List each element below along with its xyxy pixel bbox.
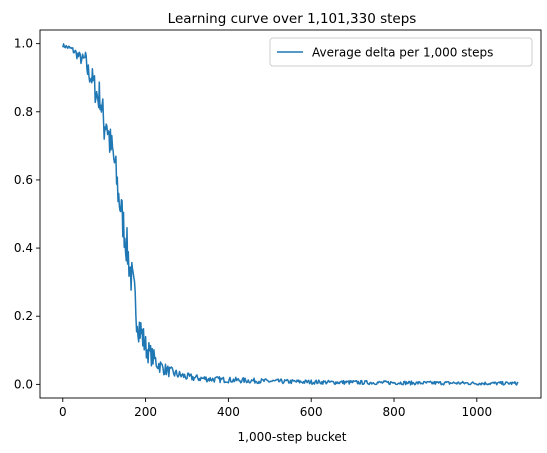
- x-axis-label: 1,000-step bucket: [238, 430, 347, 444]
- chart-title: Learning curve over 1,101,330 steps: [168, 11, 417, 27]
- legend-box: [269, 37, 533, 67]
- axes: 0 200 400 600 800 1000 0.0 0.2 0.4 0.6 0.8 1.0: [14, 29, 542, 419]
- y-tick-label: 0.2: [14, 309, 33, 323]
- y-tick-label: 0.4: [14, 241, 33, 255]
- x-tick-label: 800: [383, 405, 406, 419]
- legend-series-label: Average delta per 1,000 steps: [312, 46, 493, 60]
- legend: Average delta per 1,000 steps: [269, 37, 533, 67]
- plot-area: [62, 43, 519, 386]
- series-line-0: [62, 43, 519, 386]
- y-tick-label: 1.0: [14, 37, 33, 51]
- x-tick-label: 400: [217, 405, 240, 419]
- x-tick-label: 600: [300, 405, 323, 419]
- x-tick-label: 0: [59, 405, 67, 419]
- x-tick-label: 1000: [462, 405, 493, 419]
- axes-frame: [39, 29, 542, 399]
- y-tick-label: 0.0: [14, 377, 33, 391]
- x-tick-label: 200: [134, 405, 157, 419]
- y-tick-label: 0.6: [14, 173, 33, 187]
- y-tick-label: 0.8: [14, 105, 33, 119]
